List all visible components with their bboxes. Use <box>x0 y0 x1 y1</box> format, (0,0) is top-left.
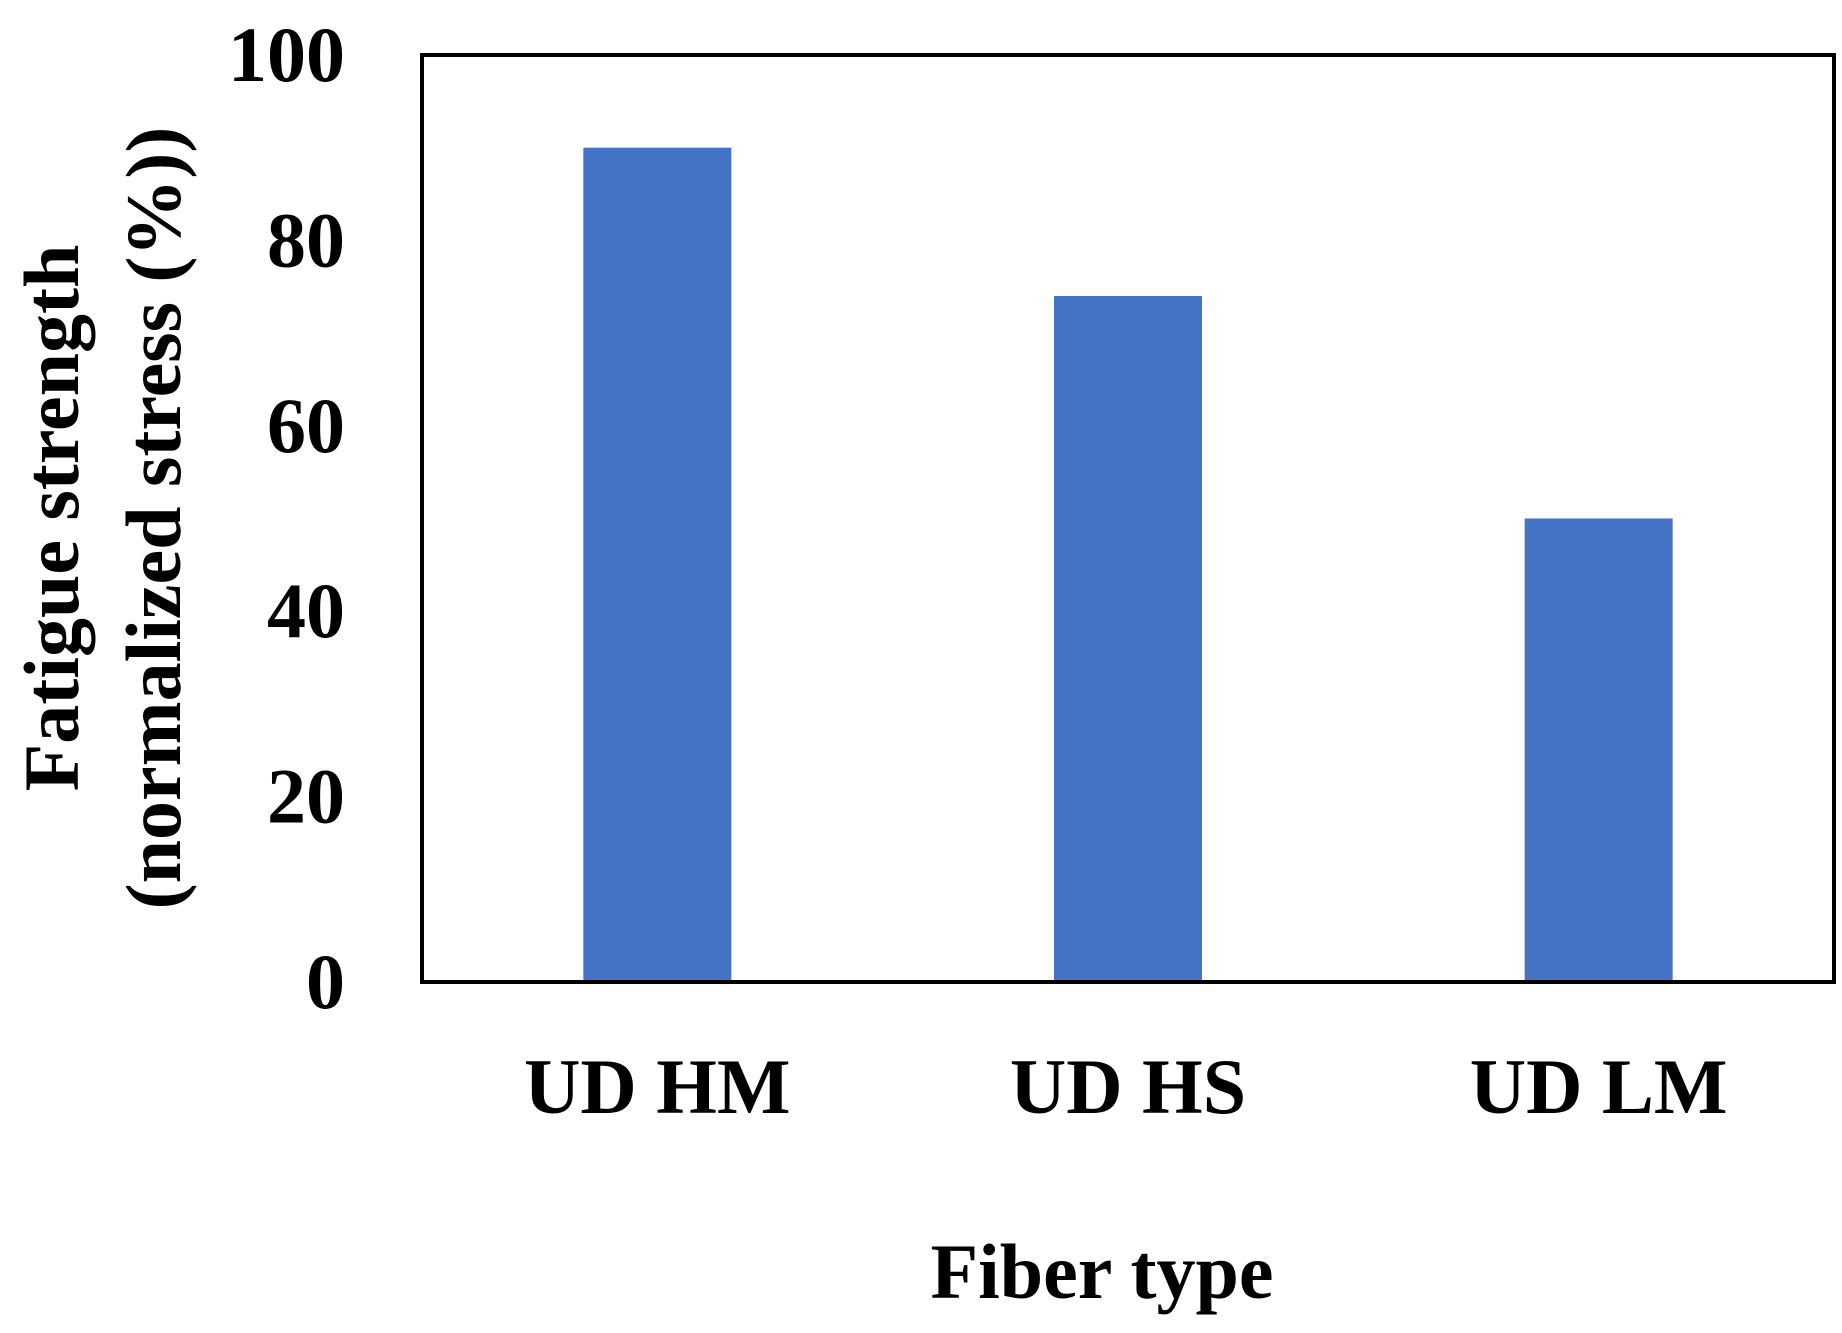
bar-ud-hm <box>583 147 732 980</box>
x-tick-labels: UD HM UD HS UD LM <box>524 1043 1727 1130</box>
x-axis-label: Fiber type <box>930 1228 1273 1315</box>
bar-ud-lm <box>1524 518 1673 980</box>
y-tick-label: 40 <box>267 567 345 654</box>
y-tick-label: 0 <box>306 938 345 1025</box>
bars-group <box>583 147 1673 980</box>
y-tick-label: 60 <box>267 382 345 469</box>
y-tick-label: 20 <box>267 753 345 840</box>
plot-frame <box>420 53 1836 984</box>
y-axis-label-line-1: Fatigue strength <box>8 245 95 792</box>
bar-ud-hs <box>1054 296 1202 980</box>
x-tick-label: UD HM <box>524 1043 790 1130</box>
x-tick-label: UD HS <box>1010 1043 1246 1130</box>
y-axis-label: Fatigue strength (normalized stress (%)) <box>8 127 197 910</box>
y-axis-label-line-2: (normalized stress (%)) <box>110 127 197 910</box>
y-tick-label: 100 <box>228 11 345 98</box>
y-tick-label: 80 <box>267 196 345 283</box>
y-tick-labels: 0 20 40 60 80 100 <box>228 11 345 1025</box>
x-tick-label: UD LM <box>1470 1043 1728 1130</box>
